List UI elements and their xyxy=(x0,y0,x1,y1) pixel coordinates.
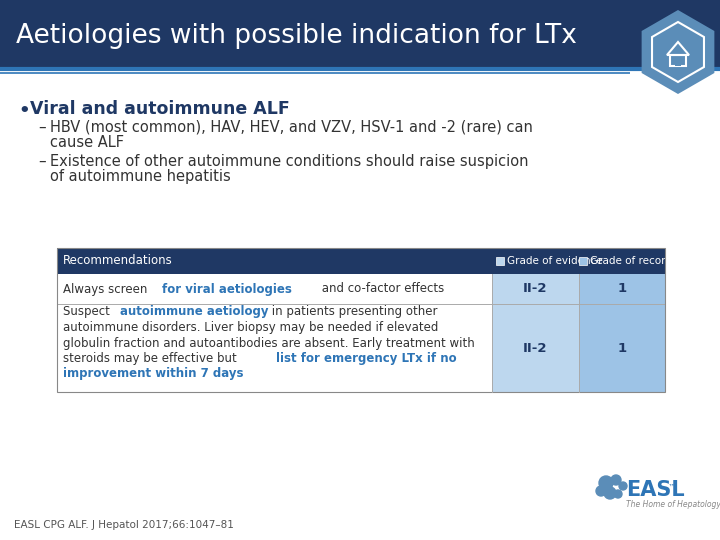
Circle shape xyxy=(619,482,627,490)
Text: Aetiologies with possible indication for LTx: Aetiologies with possible indication for… xyxy=(16,23,577,49)
Text: •: • xyxy=(18,102,30,120)
FancyBboxPatch shape xyxy=(579,304,665,392)
Circle shape xyxy=(599,476,613,490)
Text: –: – xyxy=(38,154,45,169)
FancyBboxPatch shape xyxy=(57,248,665,274)
Text: Grade of evidence: Grade of evidence xyxy=(507,256,603,266)
Text: autoimmune aetiology: autoimmune aetiology xyxy=(120,306,268,319)
FancyBboxPatch shape xyxy=(0,0,720,68)
FancyBboxPatch shape xyxy=(496,257,504,265)
FancyBboxPatch shape xyxy=(492,304,579,392)
FancyBboxPatch shape xyxy=(492,274,579,304)
Text: steroids may be effective but: steroids may be effective but xyxy=(63,352,240,365)
Text: The Home of Hepatology: The Home of Hepatology xyxy=(626,500,720,509)
FancyBboxPatch shape xyxy=(675,59,681,66)
Text: –: – xyxy=(38,120,45,135)
FancyBboxPatch shape xyxy=(57,304,492,392)
FancyBboxPatch shape xyxy=(579,257,587,265)
Polygon shape xyxy=(642,10,714,94)
Text: EASL: EASL xyxy=(626,480,685,500)
Text: globulin fraction and autoantibodies are absent. Early treatment with: globulin fraction and autoantibodies are… xyxy=(63,336,474,349)
Text: Grade of recommendation: Grade of recommendation xyxy=(590,256,720,266)
Text: II-2: II-2 xyxy=(523,282,548,295)
Text: of autoimmune hepatitis: of autoimmune hepatitis xyxy=(50,169,230,184)
Text: for viral aetiologies: for viral aetiologies xyxy=(162,282,292,295)
Text: improvement within 7 days: improvement within 7 days xyxy=(63,368,243,381)
Text: autoimmune disorders. Liver biopsy may be needed if elevated: autoimmune disorders. Liver biopsy may b… xyxy=(63,321,438,334)
Text: Recommendations: Recommendations xyxy=(63,254,173,267)
Text: HBV (most common), HAV, HEV, and VZV, HSV-1 and -2 (rare) can: HBV (most common), HAV, HEV, and VZV, HS… xyxy=(50,120,533,135)
Text: II-2: II-2 xyxy=(523,341,548,354)
Text: Always screen: Always screen xyxy=(63,282,151,295)
Text: Existence of other autoimmune conditions should raise suspicion: Existence of other autoimmune conditions… xyxy=(50,154,528,169)
Text: in patients presenting other: in patients presenting other xyxy=(269,306,438,319)
Text: ™: ™ xyxy=(668,483,676,492)
Circle shape xyxy=(614,490,622,498)
Text: and co-factor effects: and co-factor effects xyxy=(318,282,445,295)
Text: Viral and autoimmune ALF: Viral and autoimmune ALF xyxy=(30,100,289,118)
Circle shape xyxy=(604,487,616,499)
Circle shape xyxy=(596,486,606,496)
FancyBboxPatch shape xyxy=(57,274,492,304)
FancyBboxPatch shape xyxy=(579,274,665,304)
Text: 1: 1 xyxy=(618,282,626,295)
Text: Suspect: Suspect xyxy=(63,306,114,319)
Text: cause ALF: cause ALF xyxy=(50,135,124,150)
Text: EASL CPG ALF. J Hepatol 2017;66:1047–81: EASL CPG ALF. J Hepatol 2017;66:1047–81 xyxy=(14,520,234,530)
Text: 1: 1 xyxy=(618,341,626,354)
Text: list for emergency LTx if no: list for emergency LTx if no xyxy=(276,352,456,365)
Circle shape xyxy=(611,475,621,485)
